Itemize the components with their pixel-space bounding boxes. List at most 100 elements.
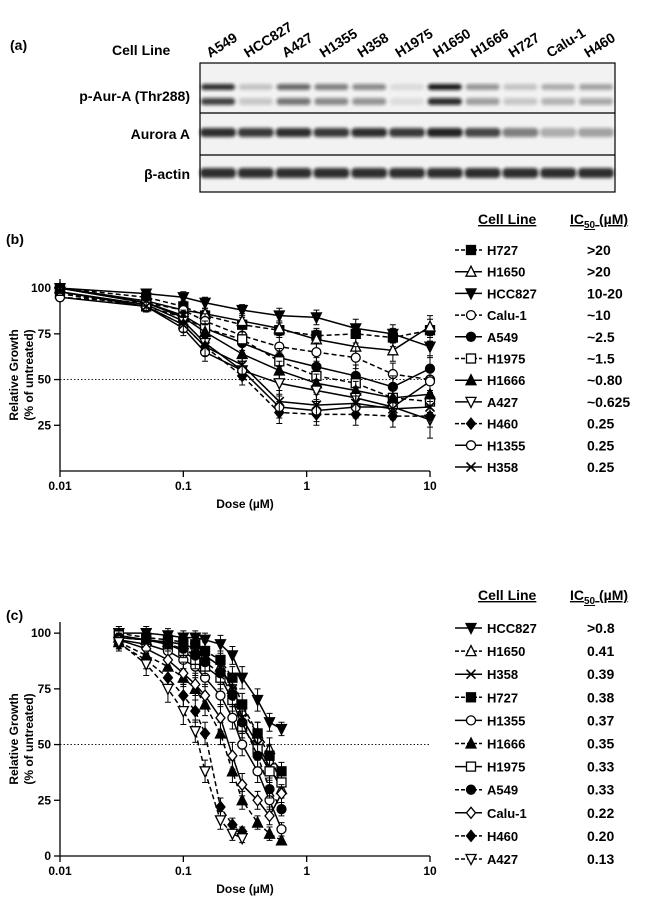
band (389, 168, 425, 178)
legend-label: H1666 (487, 373, 525, 388)
marker (237, 699, 248, 710)
series-line (59, 291, 431, 410)
series-line (59, 291, 431, 421)
legend-label: H460 (487, 417, 518, 432)
band (578, 128, 614, 137)
blot-row-label: Aurora A (131, 126, 190, 142)
legend-marker (465, 440, 477, 451)
marker (236, 314, 249, 327)
ic50-header-sub: 50 (584, 596, 596, 607)
marker (161, 683, 174, 696)
legend-marker (464, 644, 478, 657)
marker (227, 690, 238, 701)
series-line (59, 296, 431, 381)
cell-line-label: H1650 (430, 25, 474, 61)
marker (199, 726, 211, 740)
y-axis-label: Relative Growth (7, 693, 21, 784)
marker (273, 378, 286, 391)
band (313, 168, 350, 178)
marker (423, 319, 437, 332)
marker (276, 804, 287, 815)
legend-marker (465, 806, 477, 820)
y-tick-label: 0 (44, 849, 51, 863)
band (200, 128, 236, 137)
legend-marker (465, 461, 477, 473)
ic50-label: 0.38 (587, 689, 614, 705)
marker (310, 385, 323, 398)
ic50-label: 0.25 (587, 459, 614, 475)
band (540, 128, 577, 137)
y-tick-label: 75 (38, 682, 52, 696)
band (579, 98, 613, 105)
marker (252, 728, 263, 739)
legend-label: A427 (487, 852, 518, 867)
marker (424, 401, 436, 413)
x-tick-label: 10 (423, 479, 437, 493)
marker (199, 656, 211, 668)
marker (214, 726, 227, 739)
ic50-header: IC50 (µM) (570, 211, 628, 231)
band (238, 84, 273, 90)
band (465, 98, 500, 105)
column-header: Cell Line (112, 42, 171, 58)
legend-label: H1650 (487, 644, 525, 659)
y-tick-label: 25 (38, 793, 52, 807)
marker (177, 705, 190, 719)
marker (237, 717, 248, 728)
legend-label: H358 (487, 460, 518, 475)
ic50-header-unit: (µM) (599, 587, 628, 603)
ic50-label: 0.20 (587, 828, 614, 844)
marker (252, 793, 263, 807)
marker (273, 321, 286, 334)
legend-marker (465, 669, 477, 680)
legend-marker (465, 829, 477, 843)
panel-label: (c) (6, 607, 23, 623)
marker (275, 833, 288, 846)
marker (177, 666, 189, 680)
marker (274, 396, 285, 407)
ic50-label: 0.22 (587, 805, 614, 821)
legend-label: HCC827 (487, 621, 537, 636)
legend-label: A549 (487, 783, 518, 798)
ic50-label: ~0.625 (587, 394, 630, 410)
band (200, 168, 236, 178)
ic50-label: 0.25 (587, 416, 614, 432)
ic50-label: >0.8 (587, 620, 615, 636)
marker (215, 668, 226, 679)
band (237, 128, 274, 137)
marker (386, 328, 399, 341)
legend-label: HCC827 (487, 286, 537, 301)
marker (236, 793, 249, 806)
legend-marker (464, 622, 478, 635)
band (276, 98, 311, 105)
marker (226, 828, 239, 841)
band (503, 98, 538, 105)
band (541, 84, 576, 90)
marker (263, 826, 276, 839)
legend-marker (465, 309, 477, 321)
legend-marker (465, 692, 477, 703)
marker (178, 643, 189, 654)
legend-title: Cell Line (478, 211, 537, 227)
marker (350, 352, 361, 363)
ic50-label: ~0.80 (587, 372, 623, 388)
ic50-label: 0.39 (587, 666, 614, 682)
band (201, 98, 235, 105)
legend-label: H1650 (487, 265, 525, 280)
marker (236, 672, 249, 685)
legend-label: H727 (487, 690, 518, 705)
band (427, 98, 462, 105)
marker (198, 634, 212, 647)
ic50-label: ~10 (587, 307, 611, 323)
marker (264, 783, 275, 795)
marker (237, 359, 248, 371)
marker (162, 653, 174, 667)
ic50-label: 0.33 (587, 782, 614, 798)
series-line (59, 287, 431, 352)
y-axis-label: Relative Growth (7, 329, 21, 420)
band (464, 128, 501, 137)
legend-marker (465, 331, 477, 342)
band (427, 84, 462, 90)
marker (251, 815, 264, 828)
legend-marker (464, 736, 478, 749)
